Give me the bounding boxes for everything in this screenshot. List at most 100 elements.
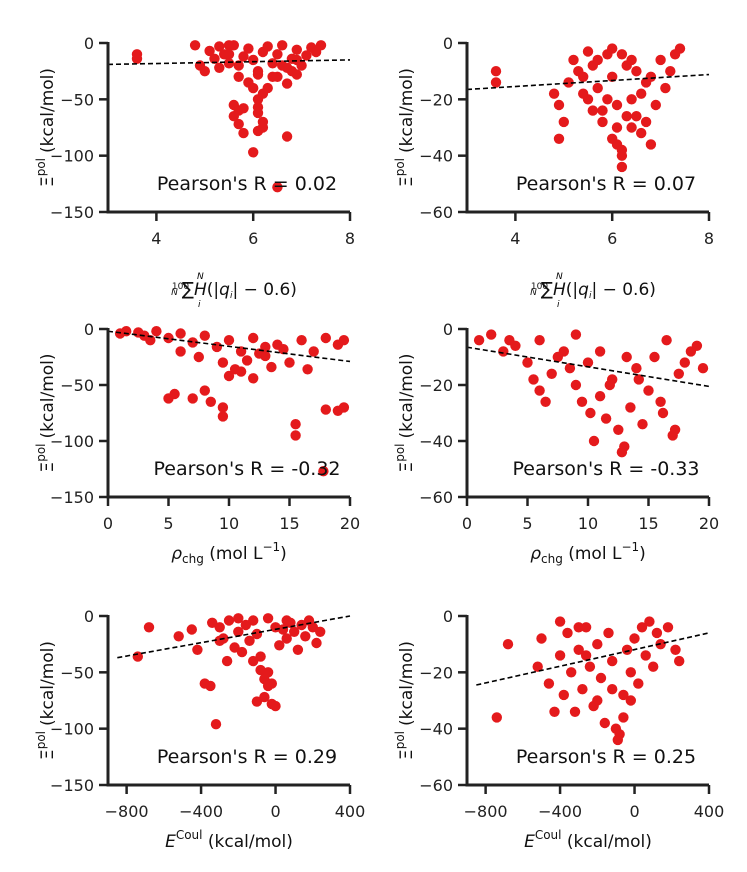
data-point (262, 613, 274, 624)
data-point (302, 364, 313, 375)
data-point (248, 54, 259, 66)
y-axis-label: Ξpol(kcal/mol) (393, 68, 417, 187)
data-point (568, 54, 579, 66)
data-point (490, 66, 502, 77)
data-point (580, 650, 592, 661)
data-point (248, 147, 259, 158)
data-point (217, 357, 229, 368)
trend-line (107, 330, 351, 363)
data-point (691, 340, 703, 351)
data-point (631, 66, 642, 77)
data-point (584, 661, 596, 672)
data-point (498, 346, 509, 357)
panel-row1-right: 0 −20 −40 −60 4 6 8 Pearson's R = 0.07 Ξpol(kcal… (393, 34, 714, 310)
data-point (636, 127, 647, 139)
data-point (553, 133, 565, 144)
data-point (548, 88, 560, 99)
data-point (592, 639, 603, 650)
data-point (640, 650, 651, 661)
data-point (597, 116, 608, 128)
y-tick-label: 0 (443, 34, 453, 53)
data-point (619, 441, 630, 452)
data-point (199, 330, 210, 341)
data-point (607, 655, 618, 667)
pearson-annotation: Pearson's R = 0.29 (157, 746, 337, 768)
y-tick-label: −150 (50, 488, 94, 507)
sum-lower-limit: i (557, 300, 560, 310)
y-tick-label: −20 (419, 376, 453, 395)
data-point (217, 402, 229, 413)
data-point (661, 335, 672, 346)
data-point (131, 53, 143, 64)
data-point (600, 413, 612, 424)
scatter-points (132, 613, 326, 730)
y-tick-label: −40 (419, 432, 453, 451)
data-point (223, 370, 235, 382)
y-tick-label: −150 (50, 776, 94, 795)
data-point (233, 613, 244, 624)
data-point (540, 396, 551, 407)
x-axis-label: ρchg (mol L−1) (530, 540, 646, 566)
data-point (532, 661, 543, 672)
y-tick-label: 0 (84, 34, 94, 53)
data-point (205, 396, 216, 407)
y-axis-label: Ξpol(kcal/mol) (393, 641, 417, 760)
data-point (238, 51, 249, 62)
data-point (697, 363, 709, 374)
data-point (657, 407, 669, 419)
data-point (175, 346, 186, 357)
data-point (611, 122, 623, 133)
data-point (621, 111, 632, 122)
data-point (504, 335, 515, 346)
data-point (522, 357, 533, 368)
data-point (251, 696, 263, 707)
x-axis-label: ECoul (kcal/mol) (524, 828, 652, 852)
data-point (252, 107, 264, 119)
data-point (592, 695, 603, 706)
x-axis-label: ρchg (mol L−1) (171, 540, 287, 566)
data-point (554, 650, 566, 661)
data-point (625, 667, 636, 678)
data-point (607, 43, 618, 54)
x-tick-label: −400 (538, 802, 582, 821)
data-point (662, 622, 674, 633)
x-tick-label: 8 (704, 229, 714, 248)
data-point (278, 344, 289, 355)
data-point (602, 94, 613, 105)
data-point (241, 355, 253, 366)
data-point (248, 615, 259, 626)
data-point (186, 624, 197, 635)
data-point (320, 404, 331, 415)
panel-row3-right: 0 −20 −40 −60 −800 −400 0 400 Pearson's R = 0.25… (393, 607, 724, 852)
data-point (611, 99, 623, 111)
y-axis-label: Ξpol(kcal/mol) (34, 641, 58, 760)
data-point (578, 88, 589, 99)
data-point (549, 706, 560, 717)
data-point (670, 644, 681, 655)
data-point (277, 60, 288, 71)
y-axis-label: Ξpol(kcal/mol) (34, 353, 58, 472)
data-point (315, 626, 326, 637)
x-tick-label: 400 (335, 802, 366, 821)
data-point (649, 351, 660, 363)
scatter-points (114, 326, 350, 477)
data-point (284, 357, 295, 368)
data-point (252, 69, 264, 80)
data-point (585, 407, 596, 419)
data-point (204, 45, 215, 57)
x-tick-label: 0 (103, 514, 113, 533)
y-tick-label: −50 (60, 90, 94, 109)
x-tick-label: 400 (694, 802, 725, 821)
data-point (308, 346, 319, 357)
y-tick-label: 0 (443, 607, 453, 626)
data-point (193, 351, 204, 363)
data-point (238, 103, 249, 114)
data-point (558, 689, 569, 701)
data-point (248, 373, 259, 384)
data-point (607, 133, 618, 144)
data-point (626, 122, 637, 133)
data-point (252, 125, 264, 137)
x-tick-label: 0 (270, 802, 280, 821)
y-tick-label: −40 (419, 147, 453, 166)
x-tick-label: 20 (340, 514, 360, 533)
